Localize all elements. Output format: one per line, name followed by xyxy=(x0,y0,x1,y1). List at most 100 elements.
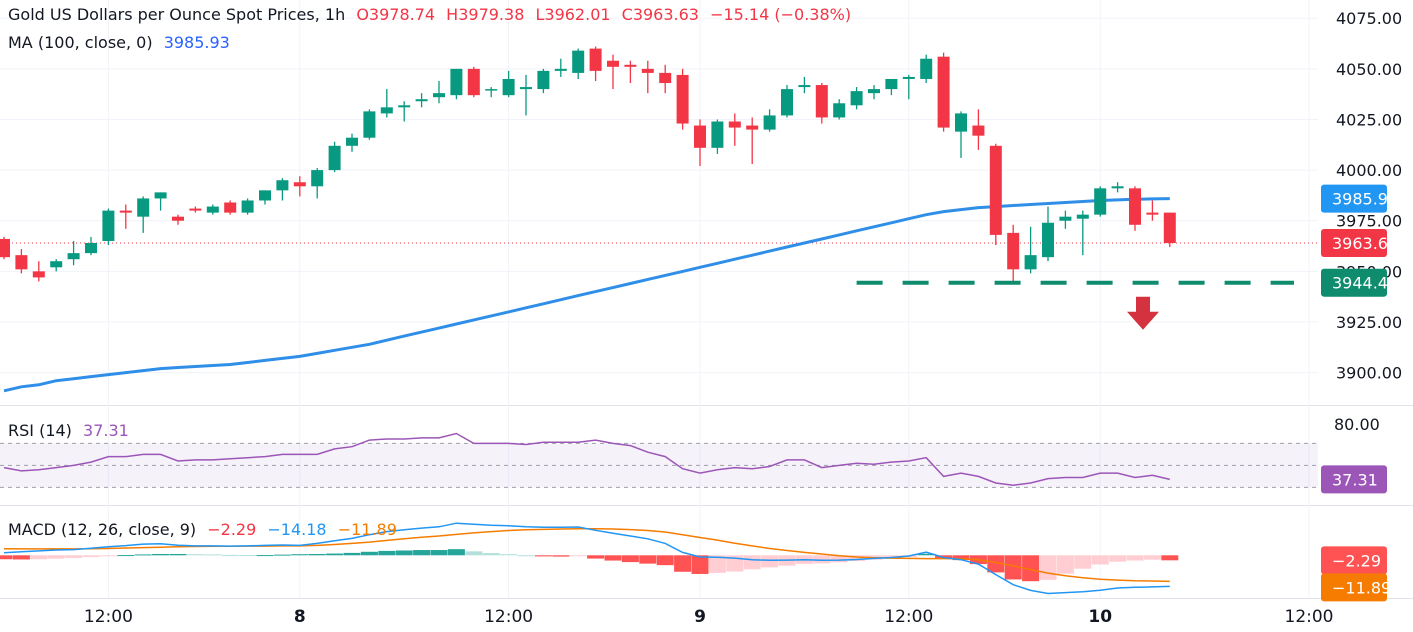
macd-hist-value: −2.29 xyxy=(207,520,257,539)
price-tick-label: 4050.00 xyxy=(1336,60,1402,79)
candlestick-series xyxy=(0,46,1176,282)
candle-body xyxy=(206,206,219,213)
candle-body xyxy=(224,202,237,213)
macd-hist-bar xyxy=(569,555,587,557)
time-axis[interactable]: 12:00 8 12:00 9 12:00 10 12:00 xyxy=(84,607,1334,627)
candle-body xyxy=(259,190,271,201)
ohlc-open: O3978.74 xyxy=(356,5,436,24)
candle-body xyxy=(485,89,498,91)
candle-body xyxy=(276,180,289,191)
candle-body xyxy=(172,216,184,221)
macd-hist-bar xyxy=(47,555,65,559)
macd-hist-tag: −2.29 xyxy=(1332,551,1381,570)
price-tick-label: 3900.00 xyxy=(1336,364,1402,383)
candle-body xyxy=(1129,188,1141,225)
down-arrow-icon xyxy=(1127,296,1159,330)
macd-hist-bar xyxy=(726,555,744,572)
candle-body xyxy=(955,113,967,132)
price-tick-label: 4000.00 xyxy=(1336,161,1402,180)
rsi-label: RSI (14) xyxy=(8,421,72,440)
candle-body xyxy=(711,121,724,148)
macd-hist-bar xyxy=(1161,555,1179,561)
macd-hist-bar xyxy=(917,553,935,556)
candle-body xyxy=(746,125,759,130)
macd-hist-bar xyxy=(378,550,396,556)
ohlc-high: H3979.38 xyxy=(446,5,525,24)
macd-hist-bar xyxy=(656,555,674,566)
candle-body xyxy=(1059,216,1072,221)
candle-body xyxy=(920,58,933,79)
candle-body xyxy=(1094,188,1107,215)
macd-hist-bar xyxy=(221,554,239,556)
ma-line xyxy=(3,197,1170,393)
candle-body xyxy=(989,145,1002,235)
ma-price-tag: 3985.93 xyxy=(1332,190,1398,209)
candle-body xyxy=(1024,255,1037,270)
candle-body xyxy=(102,210,115,241)
candle-body xyxy=(659,72,672,84)
macd-hist-bar xyxy=(273,554,291,556)
macd-hist-bar xyxy=(326,553,344,556)
price-tick-label: 4075.00 xyxy=(1336,9,1402,28)
macd-hist-bar xyxy=(987,555,1005,573)
macd-hist-bar xyxy=(587,555,605,559)
candle-body xyxy=(885,78,898,90)
symbol-legend: Gold US Dollars per Ounce Spot Prices, 1… xyxy=(8,5,857,24)
candle-body xyxy=(520,87,532,90)
candle-body xyxy=(450,68,463,96)
candle-body xyxy=(763,115,776,130)
candle-body xyxy=(1146,212,1159,215)
time-tick-label: 9 xyxy=(694,607,706,627)
rsi-value-tag-bg xyxy=(1321,465,1387,494)
macd-hist-bar xyxy=(134,554,152,556)
macd-signal-tag: −11.89 xyxy=(1332,578,1391,597)
macd-hist-bar xyxy=(708,555,726,573)
candle-body xyxy=(293,182,306,187)
candle-body xyxy=(85,243,97,254)
candle-body xyxy=(815,85,828,118)
macd-hist-bar xyxy=(169,553,187,556)
macd-hist-bar xyxy=(621,555,639,563)
macd-hist-bar xyxy=(848,555,866,561)
rsi-line xyxy=(3,432,1170,486)
candle-body xyxy=(937,56,950,128)
macd-hist-bar xyxy=(308,553,326,556)
last-price-tag: 3963.63 xyxy=(1332,234,1398,253)
macd-hist-bar xyxy=(30,555,48,560)
candle-body xyxy=(537,70,550,90)
candle-body xyxy=(1076,214,1089,219)
ma-price-tag-bg xyxy=(1321,184,1387,213)
candle-body xyxy=(241,200,254,213)
price-axis[interactable]: 4075.004050.004025.004000.003975.003950.… xyxy=(1321,9,1402,602)
candle-body xyxy=(415,99,428,102)
macd-hist-bar xyxy=(534,555,552,557)
macd-hist-bar xyxy=(291,554,309,556)
support-price-tag: 3944.40 xyxy=(1332,274,1398,293)
macd-hist-bar xyxy=(204,554,222,556)
candle-body xyxy=(972,125,985,136)
time-tick-label: 8 xyxy=(294,607,306,627)
macd-hist-bar xyxy=(1091,555,1109,565)
ohlc-close: C3963.63 xyxy=(621,5,699,24)
macd-hist-bar xyxy=(674,555,692,572)
candle-body xyxy=(502,78,515,96)
time-tick-label: 12:00 xyxy=(884,607,933,627)
macd-hist-bar xyxy=(1109,555,1127,562)
candle-body xyxy=(641,68,654,73)
candle-body xyxy=(154,192,167,199)
rsi-pane xyxy=(0,432,1318,488)
macd-label: MACD (12, 26, close, 9) xyxy=(8,520,197,539)
candle-body xyxy=(728,121,741,128)
macd-hist-bar xyxy=(82,555,100,558)
macd-hist-bar xyxy=(0,555,13,560)
macd-line xyxy=(3,522,1170,595)
macd-hist-bar xyxy=(743,555,761,570)
macd-hist-bar xyxy=(691,555,709,574)
candle-body xyxy=(380,107,393,114)
candle-body xyxy=(50,261,63,268)
ma-legend: MA (100, close, 0) 3985.93 xyxy=(8,33,236,52)
macd-hist-bar xyxy=(952,555,970,561)
candle-body xyxy=(467,68,480,96)
symbol-title: Gold US Dollars per Ounce Spot Prices, 1… xyxy=(8,5,346,24)
